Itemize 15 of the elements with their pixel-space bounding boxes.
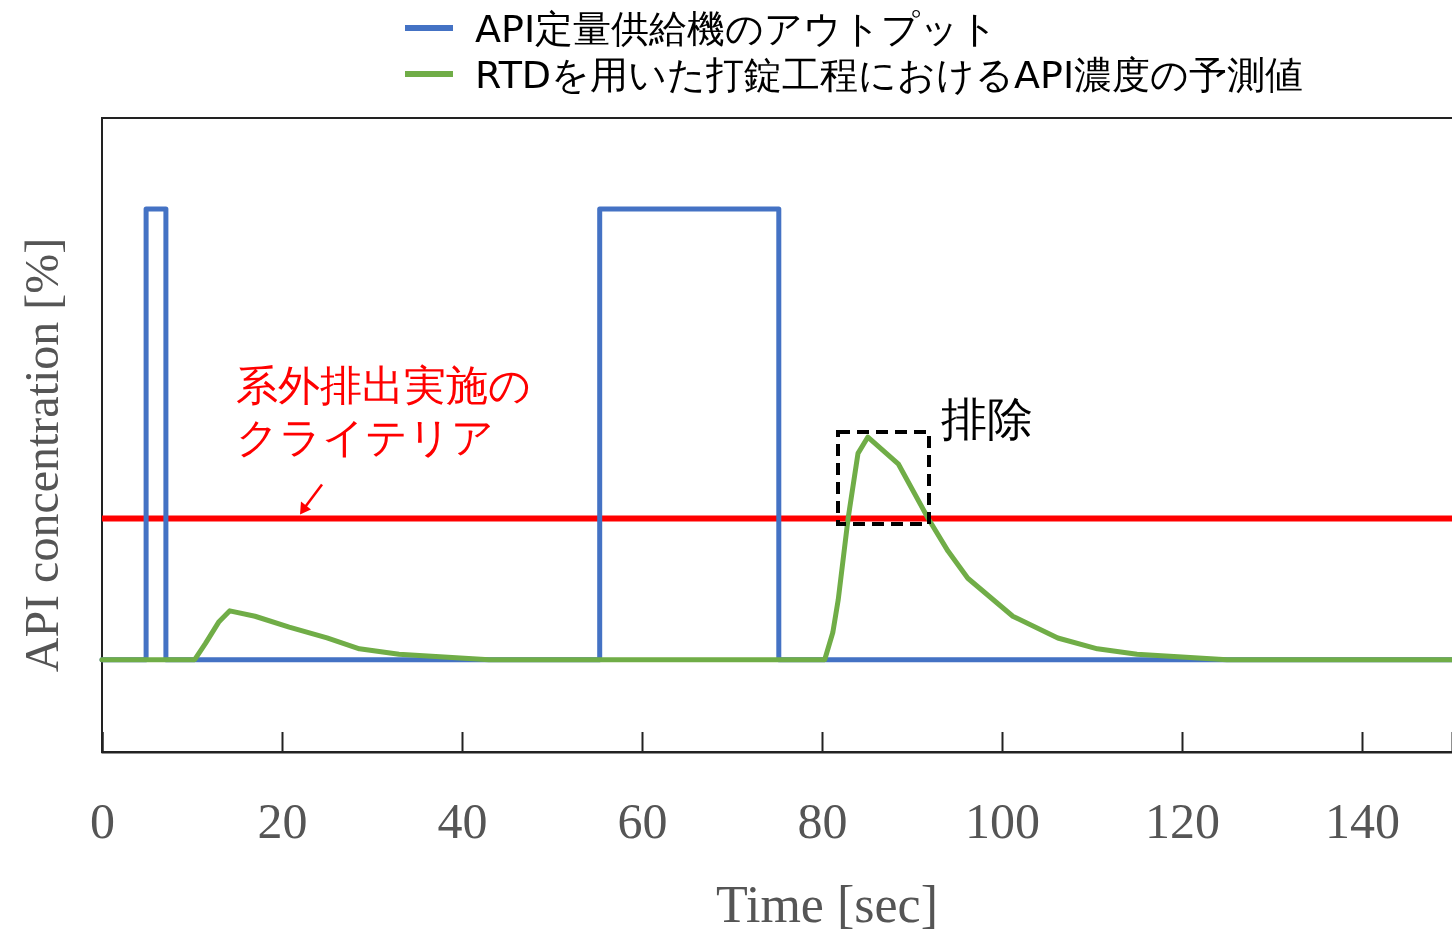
x-tick-label: 0 bbox=[90, 792, 115, 849]
x-tick-label: 120 bbox=[1145, 792, 1220, 849]
legend-label: RTDを用いた打錠工程におけるAPI濃度の予測値 bbox=[475, 53, 1304, 97]
x-tick-label: 80 bbox=[797, 792, 848, 849]
annotation: 系外排出実施の bbox=[236, 361, 531, 410]
annotation: クライテリア bbox=[236, 413, 494, 462]
x-tick-label: 140 bbox=[1325, 792, 1400, 849]
x-tick-label: 60 bbox=[617, 792, 668, 849]
x-tick-label: 20 bbox=[257, 792, 308, 849]
y-axis-title: API concentration [%] bbox=[15, 237, 68, 673]
x-tick-label: 40 bbox=[437, 792, 488, 849]
x-tick-label: 100 bbox=[965, 792, 1040, 849]
annotation: 排除 bbox=[941, 392, 1033, 447]
x-axis-title: Time [sec] bbox=[716, 876, 938, 933]
legend-label: API定量供給機のアウトプット bbox=[475, 7, 999, 51]
